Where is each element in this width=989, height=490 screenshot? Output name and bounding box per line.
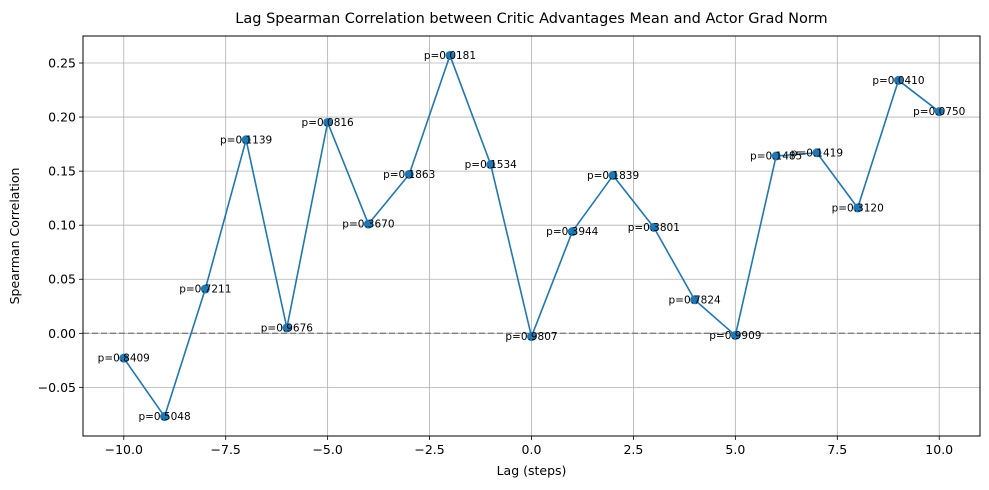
x-tick-label: 5.0 — [725, 442, 745, 457]
p-value-label: p=0.3944 — [546, 226, 599, 238]
p-value-label: p=0.9909 — [709, 330, 761, 342]
data-point — [649, 222, 659, 232]
data-point — [608, 170, 618, 180]
data-point — [323, 117, 333, 127]
y-tick-label: 0.25 — [48, 56, 76, 71]
series-points — [119, 50, 944, 422]
data-point — [282, 323, 292, 333]
p-value-label: p=0.1839 — [587, 170, 639, 182]
x-axis-ticks: −10.0 −7.5 −5.0 −2.5 0.0 2.5 5.0 7.5 10.0 — [105, 436, 953, 457]
data-point — [404, 169, 414, 179]
x-tick-label: 2.5 — [623, 442, 643, 457]
p-value-label: p=0.8409 — [98, 353, 150, 365]
y-axis-label: Spearman Correlation — [7, 168, 22, 305]
data-point — [771, 151, 781, 161]
data-point — [893, 75, 903, 85]
y-tick-label: 0.20 — [48, 110, 76, 125]
data-point — [812, 148, 822, 158]
p-value-label: p=0.3801 — [628, 222, 680, 234]
p-value-label: p=0.7211 — [179, 283, 231, 295]
p-value-label: p=0.0410 — [872, 75, 924, 87]
p-value-label: p=0.9676 — [261, 322, 314, 334]
data-point — [119, 353, 129, 363]
y-tick-label: 0.05 — [48, 272, 76, 287]
data-point — [363, 219, 373, 229]
p-value-label: p=0.0750 — [913, 106, 965, 118]
p-value-label: p=0.9807 — [505, 331, 557, 343]
p-value-label: p=0.1419 — [791, 147, 843, 159]
y-tick-label: 0.00 — [48, 326, 76, 341]
chart-title: Lag Spearman Correlation between Critic … — [235, 11, 827, 27]
data-point — [527, 332, 536, 342]
x-tick-label: −2.5 — [414, 442, 444, 457]
data-point — [567, 227, 577, 237]
p-value-label: p=0.5048 — [138, 411, 190, 423]
x-axis-label: Lag (steps) — [497, 463, 567, 478]
x-tick-label: 10.0 — [925, 442, 953, 457]
data-point — [690, 295, 700, 305]
y-tick-label: 0.15 — [48, 164, 76, 179]
p-value-label: p=0.7824 — [668, 294, 721, 306]
data-point — [445, 50, 455, 60]
data-point — [486, 160, 496, 170]
y-tick-label: 0.10 — [48, 218, 76, 233]
y-tick-label: −0.05 — [38, 380, 76, 395]
data-point — [853, 203, 863, 213]
data-point — [200, 284, 210, 294]
x-tick-label: 7.5 — [827, 442, 847, 457]
p-value-label: p=0.0181 — [424, 50, 476, 62]
x-tick-label: −7.5 — [211, 442, 241, 457]
p-value-label: p=0.3120 — [832, 202, 884, 214]
data-point — [241, 135, 251, 145]
p-value-label: p=0.3670 — [342, 219, 394, 231]
p-value-annotations: p=0.8409 p=0.5048 p=0.7211 p=0.1139 p=0.9676… — [98, 50, 966, 423]
p-value-label: p=0.1485 — [750, 151, 802, 163]
p-value-label: p=0.1139 — [220, 134, 272, 146]
p-value-label: p=0.1863 — [383, 169, 435, 181]
x-tick-label: −10.0 — [105, 442, 143, 457]
p-value-label: p=0.1534 — [465, 159, 518, 171]
x-tick-label: −5.0 — [312, 442, 342, 457]
p-value-label: p=0.0816 — [302, 117, 355, 129]
data-point — [934, 107, 944, 117]
y-axis-ticks: −0.05 0.00 0.05 0.10 0.15 0.20 0.25 — [38, 56, 83, 395]
data-point — [730, 330, 740, 340]
x-tick-label: 0.0 — [522, 442, 542, 457]
data-point — [160, 412, 170, 422]
